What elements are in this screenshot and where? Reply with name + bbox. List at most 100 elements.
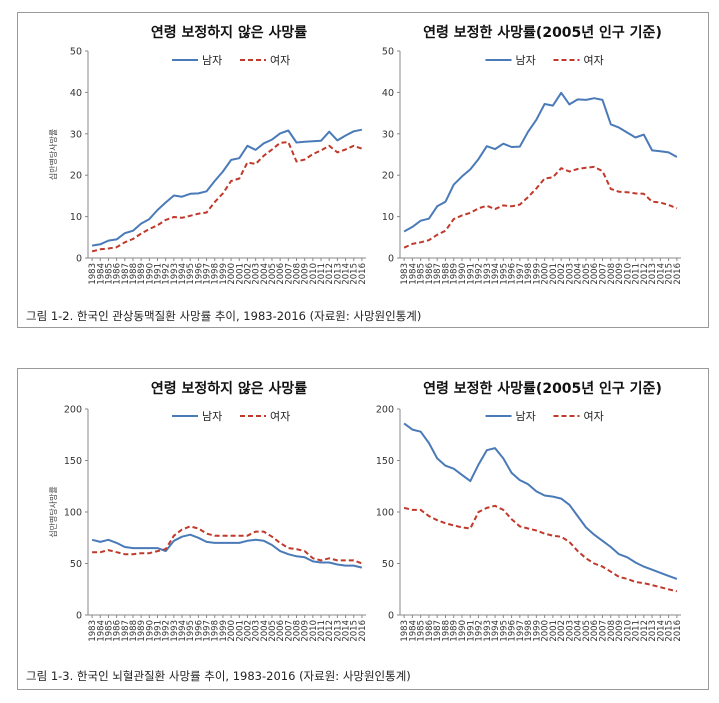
x-tick-label: 1986	[425, 263, 435, 285]
x-tick-label: 1998	[211, 620, 221, 642]
x-tick-label: 2000	[541, 263, 551, 285]
x-tick-label: 2011	[632, 263, 642, 285]
x-tick-label: 2014	[342, 620, 352, 642]
x-tick-label: 2007	[598, 620, 608, 642]
x-tick-label: 1997	[516, 620, 526, 642]
y-tick-label: 200	[64, 405, 82, 416]
x-tick-label: 2008	[293, 263, 303, 285]
x-tick-label: 2015	[350, 620, 360, 642]
x-tick-label: 2013	[333, 263, 343, 285]
series-line-male	[91, 533, 363, 569]
x-tick-label: 1985	[104, 620, 114, 642]
x-tick-label: 1989	[137, 263, 147, 285]
series-line-male	[403, 91, 678, 233]
x-tick-label: 2005	[268, 263, 278, 285]
x-tick-label: 1991	[154, 263, 164, 285]
x-tick-label: 2009	[301, 263, 311, 285]
x-tick-label: 1992	[475, 263, 485, 285]
x-tick-label: 1998	[524, 620, 534, 642]
x-tick-label: 1995	[186, 620, 196, 642]
x-tick-label: 2005	[582, 620, 592, 642]
x-tick-label: 1984	[408, 263, 418, 285]
x-tick-label: 1985	[417, 620, 427, 642]
x-tick-label: 2015	[350, 263, 360, 285]
x-tick-label: 2006	[276, 620, 286, 642]
x-tick-label: 2013	[648, 620, 658, 642]
x-tick-label: 2016	[358, 620, 368, 642]
x-tick-label: 1998	[524, 263, 534, 285]
x-tick-label: 1990	[458, 263, 468, 285]
x-tick-label: 2013	[648, 263, 658, 285]
y-tick-label: 0	[388, 254, 394, 265]
x-tick-label: 1988	[129, 620, 139, 642]
y-tick-label: 50	[70, 47, 82, 58]
figure-caption: 그림 1-3. 한국인 뇌혈관질환 사망률 추이, 1983-2016 (자료원…	[26, 669, 411, 683]
x-tick-label: 2002	[243, 620, 253, 642]
x-tick-label: 1986	[425, 620, 435, 642]
x-tick-label: 2014	[656, 620, 666, 642]
y-tick-label: 150	[376, 456, 394, 467]
y-axis-label: 십만명당사망률	[48, 129, 58, 181]
x-tick-label: 2009	[615, 620, 625, 642]
x-tick-label: 1998	[211, 263, 221, 285]
legend-label-male: 남자	[516, 410, 536, 423]
y-tick-label: 40	[70, 88, 82, 99]
legend-label-male: 남자	[202, 410, 222, 423]
x-tick-label: 1999	[532, 263, 542, 285]
y-axis-label: 십만명당사망률	[48, 486, 58, 538]
x-tick-label: 2001	[549, 263, 559, 285]
y-tick-label: 100	[376, 508, 394, 519]
x-tick-label: 1996	[508, 263, 518, 285]
series-line-female	[403, 504, 678, 593]
y-tick-label: 50	[70, 559, 82, 570]
x-tick-label: 2010	[309, 620, 319, 642]
x-tick-label: 1987	[121, 620, 131, 642]
x-tick-label: 2003	[565, 620, 575, 642]
x-tick-label: 2011	[317, 620, 327, 642]
x-tick-label: 2002	[557, 620, 567, 642]
chart-title: 연령 보정하지 않은 사망률	[151, 380, 307, 397]
x-tick-label: 1996	[508, 620, 518, 642]
legend-label-female: 여자	[584, 54, 604, 67]
x-tick-label: 1984	[96, 620, 106, 642]
y-tick-label: 30	[382, 129, 394, 140]
y-tick-label: 0	[76, 611, 82, 622]
x-tick-label: 2005	[268, 620, 278, 642]
x-tick-label: 1995	[186, 263, 196, 285]
x-tick-label: 1999	[219, 263, 229, 285]
legend-label-female: 여자	[270, 410, 290, 423]
x-tick-label: 2010	[623, 620, 633, 642]
y-tick-label: 0	[388, 611, 394, 622]
x-tick-label: 1984	[96, 263, 106, 285]
x-tick-label: 2003	[252, 263, 262, 285]
x-tick-label: 1986	[113, 620, 123, 642]
x-tick-label: 2012	[640, 620, 650, 642]
x-tick-label: 2011	[317, 263, 327, 285]
legend-label-female: 여자	[584, 410, 604, 423]
series-line-male	[403, 422, 678, 580]
x-tick-label: 1997	[203, 620, 213, 642]
x-tick-label: 1999	[532, 620, 542, 642]
x-tick-label: 1991	[466, 263, 476, 285]
chart-title: 연령 보정하지 않은 사망률	[151, 24, 307, 41]
y-tick-label: 10	[70, 212, 82, 223]
x-tick-label: 1997	[203, 263, 213, 285]
x-tick-label: 2000	[227, 263, 237, 285]
y-tick-label: 50	[382, 47, 394, 58]
x-tick-label: 1987	[433, 620, 443, 642]
x-tick-label: 2012	[325, 263, 335, 285]
x-tick-label: 2010	[623, 263, 633, 285]
x-tick-label: 1992	[162, 620, 172, 642]
x-tick-label: 1983	[400, 263, 410, 285]
x-tick-label: 1988	[129, 263, 139, 285]
x-tick-label: 2006	[590, 263, 600, 285]
x-tick-label: 2016	[358, 263, 368, 285]
x-tick-label: 2003	[252, 620, 262, 642]
series-line-female	[403, 165, 678, 249]
x-tick-label: 2004	[574, 263, 584, 285]
x-tick-label: 1983	[88, 620, 98, 642]
x-tick-label: 2004	[260, 263, 270, 285]
